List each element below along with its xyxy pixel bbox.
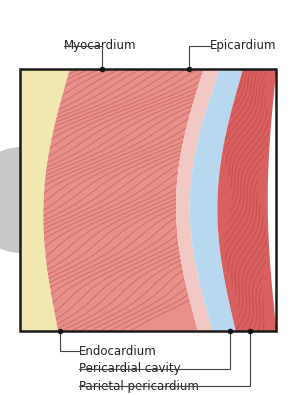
Polygon shape bbox=[0, 148, 22, 252]
Polygon shape bbox=[20, 69, 70, 331]
Polygon shape bbox=[43, 69, 204, 331]
Text: Parietal pericardium: Parietal pericardium bbox=[79, 380, 198, 393]
Text: Pericardial cavity: Pericardial cavity bbox=[79, 362, 180, 375]
Text: Epicardium: Epicardium bbox=[210, 39, 276, 52]
Bar bbox=[20, 69, 276, 331]
Polygon shape bbox=[176, 69, 220, 331]
Polygon shape bbox=[190, 69, 243, 331]
Text: Endocardium: Endocardium bbox=[79, 345, 156, 358]
Bar bbox=[20, 69, 276, 331]
Polygon shape bbox=[217, 69, 276, 331]
Text: Myocardium: Myocardium bbox=[64, 39, 136, 52]
